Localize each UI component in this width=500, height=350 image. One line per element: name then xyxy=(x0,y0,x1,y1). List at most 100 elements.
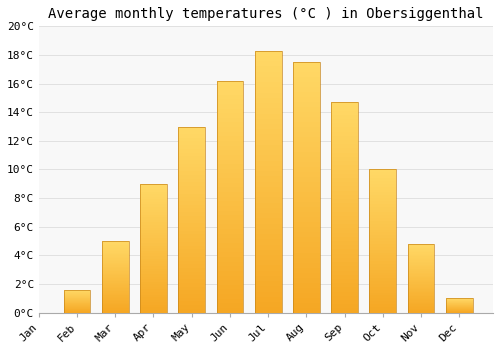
Bar xyxy=(102,284,128,286)
Bar xyxy=(102,291,128,293)
Bar xyxy=(293,267,320,273)
Bar xyxy=(178,249,205,253)
Bar xyxy=(64,308,90,309)
Bar xyxy=(370,210,396,212)
Bar xyxy=(370,273,396,275)
Bar xyxy=(255,92,281,98)
Bar xyxy=(216,206,244,211)
Bar xyxy=(64,291,90,292)
Bar xyxy=(408,296,434,297)
Bar xyxy=(408,298,434,299)
Bar xyxy=(102,303,128,304)
Bar xyxy=(408,248,434,250)
Bar xyxy=(255,286,281,292)
Bar xyxy=(140,279,167,282)
Bar xyxy=(370,238,396,241)
Bar xyxy=(370,169,396,313)
Bar xyxy=(370,198,396,201)
Bar xyxy=(102,286,128,287)
Bar xyxy=(370,241,396,244)
Bar xyxy=(64,290,90,313)
Bar xyxy=(331,237,358,241)
Bar xyxy=(370,172,396,175)
Bar xyxy=(408,281,434,282)
Bar xyxy=(102,265,128,267)
Bar xyxy=(140,189,167,191)
Bar xyxy=(255,297,281,302)
Bar xyxy=(255,292,281,297)
Bar xyxy=(216,155,244,160)
Bar xyxy=(408,260,434,262)
Bar xyxy=(64,302,90,303)
Bar xyxy=(140,261,167,264)
Bar xyxy=(178,290,205,294)
Bar xyxy=(216,266,244,271)
Bar xyxy=(408,290,434,292)
Bar xyxy=(370,224,396,227)
Bar xyxy=(293,97,320,102)
Bar xyxy=(102,264,128,265)
Bar xyxy=(370,212,396,215)
Bar xyxy=(408,256,434,258)
Bar xyxy=(102,287,128,288)
Bar xyxy=(216,183,244,187)
Bar xyxy=(140,223,167,225)
Bar xyxy=(331,102,358,106)
Bar xyxy=(64,298,90,299)
Bar xyxy=(293,223,320,228)
Bar xyxy=(216,289,244,294)
Bar xyxy=(102,273,128,274)
Bar xyxy=(255,192,281,197)
Bar xyxy=(102,258,128,260)
Bar xyxy=(255,155,281,161)
Bar xyxy=(140,269,167,271)
Bar xyxy=(331,296,358,300)
Bar xyxy=(140,246,167,248)
Bar xyxy=(64,293,90,294)
Bar xyxy=(293,303,320,308)
Bar xyxy=(408,284,434,285)
Bar xyxy=(293,152,320,157)
Bar xyxy=(370,187,396,189)
Bar xyxy=(64,311,90,312)
Bar xyxy=(370,290,396,293)
Bar xyxy=(216,178,244,183)
Bar xyxy=(216,187,244,192)
Bar xyxy=(64,306,90,307)
Bar xyxy=(331,250,358,254)
Bar xyxy=(408,253,434,255)
Bar xyxy=(446,298,472,313)
Bar xyxy=(178,164,205,167)
Bar xyxy=(216,215,244,220)
Bar xyxy=(64,309,90,310)
Bar xyxy=(293,72,320,77)
Bar xyxy=(216,275,244,280)
Bar xyxy=(178,216,205,219)
Bar xyxy=(64,290,90,291)
Bar xyxy=(331,275,358,279)
Bar xyxy=(140,302,167,305)
Bar xyxy=(293,82,320,87)
Bar xyxy=(370,261,396,264)
Bar xyxy=(255,82,281,87)
Bar xyxy=(102,288,128,290)
Bar xyxy=(408,288,434,289)
Bar xyxy=(216,94,244,99)
Bar xyxy=(255,187,281,192)
Bar xyxy=(102,290,128,291)
Bar xyxy=(370,270,396,273)
Bar xyxy=(293,62,320,67)
Bar xyxy=(331,254,358,258)
Bar xyxy=(370,230,396,232)
Bar xyxy=(255,140,281,145)
Bar xyxy=(293,167,320,172)
Bar xyxy=(370,184,396,187)
Bar xyxy=(178,242,205,246)
Bar xyxy=(216,141,244,146)
Bar xyxy=(255,87,281,92)
Bar xyxy=(255,113,281,119)
Bar xyxy=(64,294,90,295)
Bar xyxy=(370,293,396,295)
Bar xyxy=(331,161,358,165)
Bar xyxy=(255,260,281,265)
